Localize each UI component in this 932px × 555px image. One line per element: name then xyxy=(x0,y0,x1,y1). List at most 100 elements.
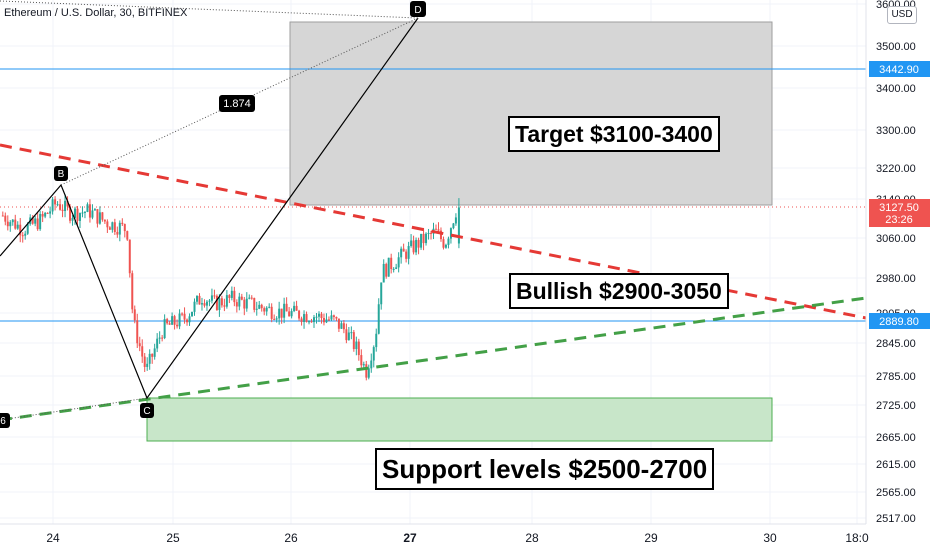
candle-body xyxy=(210,295,213,301)
time-tick-label: 24 xyxy=(46,531,60,545)
candle-body xyxy=(298,310,301,319)
point-b-label[interactable]: B xyxy=(54,166,68,181)
candle-body xyxy=(310,321,313,323)
svg-text:3127.50: 3127.50 xyxy=(879,202,919,214)
candle-body xyxy=(410,240,413,247)
candle-body xyxy=(46,212,49,214)
candle-body xyxy=(337,318,340,329)
time-tick-label: 30 xyxy=(763,531,777,545)
time-axis-bg xyxy=(0,524,932,550)
svg-text:C: C xyxy=(143,406,150,417)
candle-body xyxy=(21,235,24,237)
resistance-trendline[interactable] xyxy=(0,143,867,320)
candle-body xyxy=(44,212,47,217)
candles xyxy=(1,194,460,381)
support-trendline[interactable] xyxy=(0,296,867,422)
price-axis-bg xyxy=(866,0,932,524)
candle-body xyxy=(308,321,311,323)
candle-body xyxy=(283,303,286,318)
candle-body xyxy=(322,317,325,323)
candle-body xyxy=(362,364,365,366)
candle-body xyxy=(191,311,194,317)
price-tick-label: 3060.00 xyxy=(876,233,916,245)
candle-body xyxy=(385,263,388,277)
candle-body xyxy=(198,295,201,305)
candle-body xyxy=(420,233,423,248)
candle-body xyxy=(146,363,149,367)
candle-body xyxy=(265,307,268,312)
badge-current-price[interactable]: 3127.50 23:26 xyxy=(869,199,930,227)
candle-body xyxy=(342,323,345,330)
candle-body xyxy=(138,343,141,347)
candle-body xyxy=(188,316,191,323)
support-label[interactable]: Support levels $2500-2700 xyxy=(375,448,715,490)
candle-body xyxy=(205,301,208,306)
point-a-label[interactable]: 6 xyxy=(0,413,10,428)
candle-body xyxy=(19,224,22,236)
candle-body xyxy=(225,295,228,307)
target-label[interactable]: Target $3100-3400 xyxy=(508,116,720,152)
badge-upper-line[interactable]: 3442.90 xyxy=(869,61,930,77)
candle-body xyxy=(439,230,442,240)
candle-body xyxy=(434,228,437,230)
candle-body xyxy=(103,219,106,222)
candle-body xyxy=(208,300,211,302)
candle-body xyxy=(74,208,77,218)
point-c-label[interactable]: C xyxy=(140,403,154,418)
candle-body xyxy=(268,306,271,308)
price-tick-label: 2980.00 xyxy=(876,273,916,285)
candle-body xyxy=(273,318,276,320)
time-tick-label: 25 xyxy=(166,531,180,545)
xc-dotted-line xyxy=(0,397,148,421)
candle-body xyxy=(34,218,37,224)
candle-body xyxy=(9,222,12,227)
ratio-label[interactable]: 1.874 xyxy=(219,95,255,112)
candle-body xyxy=(78,213,81,221)
candle-body xyxy=(417,239,420,248)
candle-body xyxy=(288,311,291,317)
target-zone[interactable] xyxy=(289,21,773,206)
candle-body xyxy=(91,210,94,218)
candle-body xyxy=(101,212,104,220)
support-zone[interactable] xyxy=(146,397,773,442)
candle-body xyxy=(442,239,445,248)
candle-body xyxy=(340,323,343,329)
svg-text:3442.90: 3442.90 xyxy=(879,64,919,76)
candle-body xyxy=(161,337,164,339)
candle-body xyxy=(270,306,273,319)
candle-body xyxy=(215,295,218,310)
candle-body xyxy=(447,238,450,245)
candle-body xyxy=(143,356,146,367)
candle-body xyxy=(392,268,395,270)
currency-button[interactable]: USD xyxy=(887,6,917,24)
candle-body xyxy=(228,295,231,298)
candle-body xyxy=(454,217,457,224)
candle-body xyxy=(166,319,169,324)
svg-text:23:26: 23:26 xyxy=(885,214,913,226)
candle-body xyxy=(352,332,355,350)
candle-body xyxy=(14,219,17,229)
candle-body xyxy=(171,316,174,325)
candle-body xyxy=(412,240,415,253)
candle-body xyxy=(98,212,101,224)
candle-body xyxy=(173,316,176,325)
candle-body xyxy=(387,257,390,277)
candle-body xyxy=(327,319,330,321)
candle-body xyxy=(444,244,447,248)
candle-body xyxy=(36,218,39,230)
candle-body xyxy=(128,239,131,274)
candle-body xyxy=(56,204,59,206)
candle-body xyxy=(449,228,452,239)
candle-body xyxy=(186,319,189,323)
candle-body xyxy=(258,304,261,309)
candle-body xyxy=(295,305,298,311)
bullish-label[interactable]: Bullish $2900-3050 xyxy=(509,273,729,309)
badge-lower-line[interactable]: 2889.80 xyxy=(869,313,930,329)
candle-body xyxy=(178,313,181,327)
harmonic-pattern[interactable] xyxy=(0,17,419,400)
candle-body xyxy=(355,341,358,350)
candle-body xyxy=(245,298,248,309)
point-d-label[interactable]: D xyxy=(410,1,426,17)
candle-body xyxy=(280,308,283,318)
